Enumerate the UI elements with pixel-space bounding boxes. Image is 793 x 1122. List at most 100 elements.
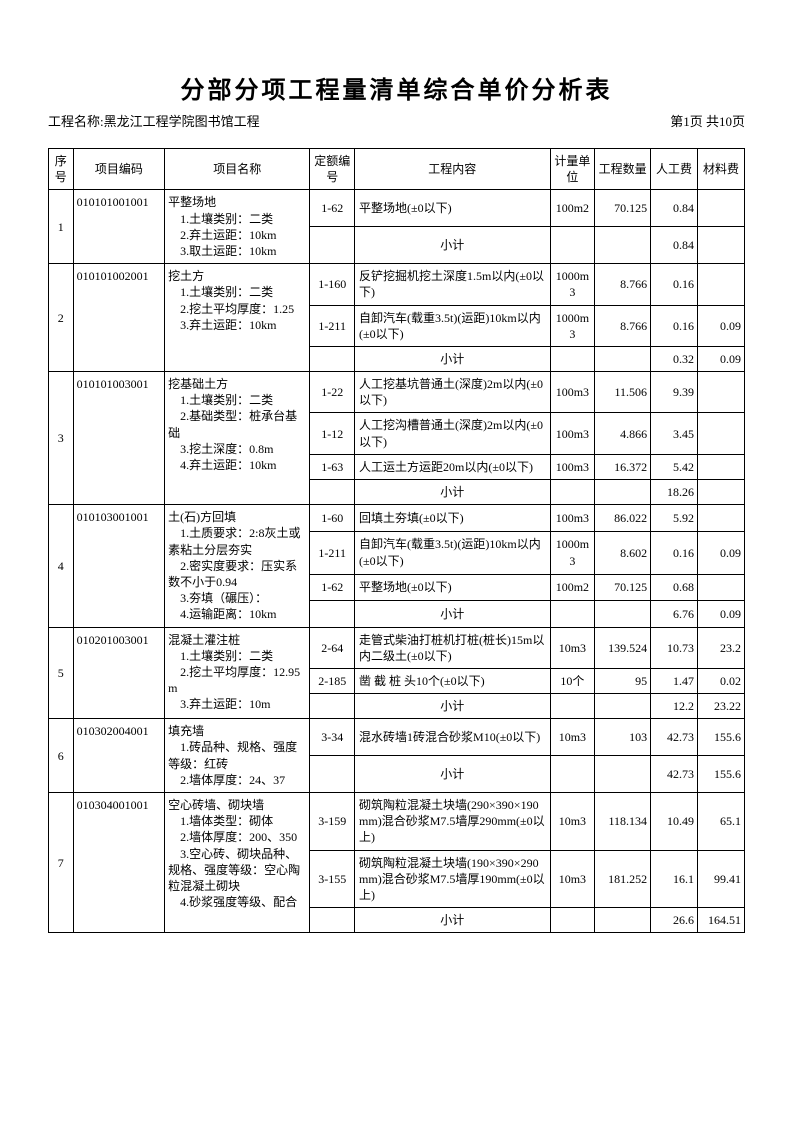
cell-desc: 反铲挖掘机挖土深度1.5m以内(±0以下) [355, 264, 551, 305]
cell-material [697, 413, 744, 454]
cell-desc: 自卸汽车(载重3.5t)(运距)10km以内(±0以下) [355, 305, 551, 346]
cell-subtotal-label: 小计 [355, 227, 551, 264]
cell-empty [310, 227, 355, 264]
cell-quota: 2-185 [310, 668, 355, 693]
cell-empty [595, 601, 651, 627]
cell-subtotal-label: 小计 [355, 480, 551, 505]
cell-empty [550, 756, 595, 793]
cell-code: 010101003001 [73, 372, 165, 505]
cell-material: 0.09 [697, 305, 744, 346]
cell-desc: 砌筑陶粒混凝土块墙(290×390×190mm)混合砂浆M7.5墙厚290mm(… [355, 793, 551, 851]
cell-seq: 2 [49, 264, 74, 372]
cell-code: 010101001001 [73, 190, 165, 264]
cell-quota: 1-12 [310, 413, 355, 454]
table-row: 3010101003001挖基础土方 1.土壤类别：二类 2.基础类型：桩承台基… [49, 372, 745, 413]
cell-labor: 0.16 [651, 264, 698, 305]
cell-labor: 5.42 [651, 454, 698, 479]
cell-material [697, 574, 744, 600]
cell-name: 土(石)方回填 1.土质要求：2:8灰土或素粘土分层夯实 2.密实度要求：压实系… [165, 505, 310, 627]
cell-subtotal-label: 小计 [355, 694, 551, 719]
cell-subtotal-material: 0.09 [697, 346, 744, 371]
cell-desc: 凿 截 桩 头10个(±0以下) [355, 668, 551, 693]
cell-material: 0.02 [697, 668, 744, 693]
cell-unit: 10个 [550, 668, 595, 693]
cell-empty [595, 756, 651, 793]
cell-qty: 8.766 [595, 305, 651, 346]
cell-material [697, 454, 744, 479]
cell-material [697, 190, 744, 227]
cell-qty: 8.766 [595, 264, 651, 305]
cell-empty [550, 601, 595, 627]
cell-unit: 10m3 [550, 850, 595, 908]
cell-subtotal-labor: 12.2 [651, 694, 698, 719]
cell-code: 010304001001 [73, 793, 165, 933]
cell-labor: 16.1 [651, 850, 698, 908]
cell-qty: 118.134 [595, 793, 651, 851]
cell-desc: 人工运土方运距20m以内(±0以下) [355, 454, 551, 479]
cell-labor: 0.84 [651, 190, 698, 227]
th-labor: 人工费 [651, 149, 698, 190]
cell-seq: 1 [49, 190, 74, 264]
cell-empty [310, 756, 355, 793]
table-row: 1010101001001平整场地 1.土壤类别：二类 2.弃土运距：10km … [49, 190, 745, 227]
cell-labor: 42.73 [651, 719, 698, 756]
cell-qty: 95 [595, 668, 651, 693]
cell-subtotal-material: 164.51 [697, 908, 744, 933]
table-row: 5010201003001混凝土灌注桩 1.土壤类别：二类 2.挖土平均厚度：1… [49, 627, 745, 668]
page-number: 第1页 共10页 [670, 111, 745, 130]
cell-subtotal-labor: 6.76 [651, 601, 698, 627]
cell-labor: 1.47 [651, 668, 698, 693]
cell-material: 155.6 [697, 719, 744, 756]
cell-name: 填充墙 1.砖品种、规格、强度等级：红砖 2.墙体厚度：24、37 [165, 719, 310, 793]
th-material: 材料费 [697, 149, 744, 190]
cell-name: 空心砖墙、砌块墙 1.墙体类型：砌体 2.墙体厚度：200、350 3.空心砖、… [165, 793, 310, 933]
cell-empty [595, 227, 651, 264]
cell-material: 0.09 [697, 531, 744, 574]
cell-desc: 砌筑陶粒混凝土块墙(190×390×290mm)混合砂浆M7.5墙厚190mm(… [355, 850, 551, 908]
cell-unit: 10m3 [550, 719, 595, 756]
cell-quota: 1-22 [310, 372, 355, 413]
cell-subtotal-label: 小计 [355, 601, 551, 627]
cell-qty: 11.506 [595, 372, 651, 413]
cell-empty [310, 346, 355, 371]
th-unit: 计量单位 [550, 149, 595, 190]
cell-desc: 平整场地(±0以下) [355, 574, 551, 600]
table-row: 4010103001001土(石)方回填 1.土质要求：2:8灰土或素粘土分层夯… [49, 505, 745, 531]
cell-labor: 0.16 [651, 305, 698, 346]
cell-desc: 人工挖基坑普通土(深度)2m以内(±0以下) [355, 372, 551, 413]
cell-quota: 1-211 [310, 305, 355, 346]
cell-subtotal-material [697, 480, 744, 505]
th-qty: 工程数量 [595, 149, 651, 190]
cell-subtotal-labor: 0.32 [651, 346, 698, 371]
cell-empty [550, 908, 595, 933]
cell-code: 010201003001 [73, 627, 165, 719]
cell-material: 99.41 [697, 850, 744, 908]
cell-labor: 0.16 [651, 531, 698, 574]
cell-empty [550, 227, 595, 264]
cell-unit: 10m3 [550, 627, 595, 668]
cell-labor: 5.92 [651, 505, 698, 531]
cell-unit: 100m2 [550, 574, 595, 600]
cell-qty: 86.022 [595, 505, 651, 531]
project-name: 工程名称:黑龙江工程学院图书馆工程 [48, 111, 260, 130]
cell-quota: 2-64 [310, 627, 355, 668]
cell-code: 010101002001 [73, 264, 165, 372]
cell-quota: 1-160 [310, 264, 355, 305]
cell-name: 平整场地 1.土壤类别：二类 2.弃土运距：10km 3.取土运距：10km [165, 190, 310, 264]
cell-quota: 1-60 [310, 505, 355, 531]
cell-empty [595, 346, 651, 371]
cell-subtotal-material: 23.22 [697, 694, 744, 719]
cell-unit: 10m3 [550, 793, 595, 851]
cell-material: 65.1 [697, 793, 744, 851]
cell-unit: 100m3 [550, 505, 595, 531]
cell-subtotal-labor: 42.73 [651, 756, 698, 793]
cell-labor: 0.68 [651, 574, 698, 600]
cell-quota: 1-62 [310, 574, 355, 600]
cell-labor: 3.45 [651, 413, 698, 454]
cell-qty: 16.372 [595, 454, 651, 479]
th-code: 项目编码 [73, 149, 165, 190]
cell-subtotal-label: 小计 [355, 908, 551, 933]
sub-header: 工程名称:黑龙江工程学院图书馆工程 第1页 共10页 [48, 111, 745, 130]
cell-empty [595, 480, 651, 505]
header-row: 序号 项目编码 项目名称 定额编号 工程内容 计量单位 工程数量 人工费 材料费 [49, 149, 745, 190]
